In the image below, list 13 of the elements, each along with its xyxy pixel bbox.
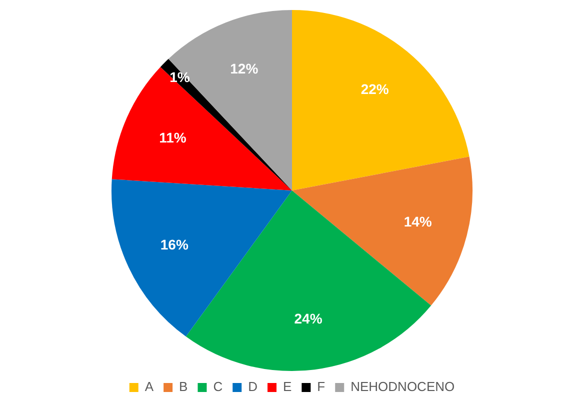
legend-label: NEHODNOCENO [350,379,455,394]
data-label: 14% [404,214,432,230]
data-label: 16% [160,236,189,253]
data-label: 11% [159,130,187,146]
legend-label: D [248,379,258,394]
legend-label: E [283,379,292,394]
legend-label: A [144,379,154,394]
legend-label: C [213,379,223,394]
data-label: 12% [230,60,259,77]
data-label: 22% [360,81,390,98]
legend-label: B [179,379,188,394]
legend-label: F [317,379,326,394]
data-label: 24% [294,310,323,326]
